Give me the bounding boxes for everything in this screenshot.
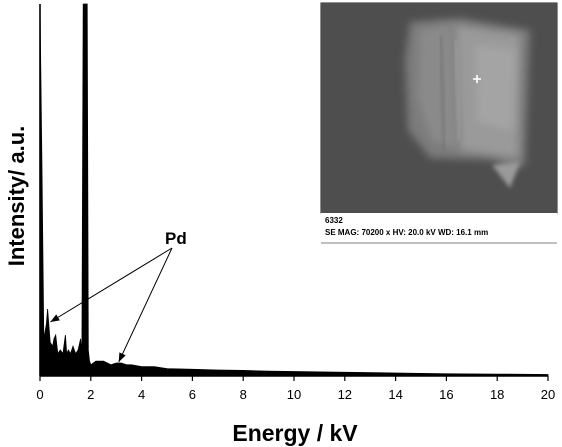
plot-area: 0 2 4 6 8 10 12 14 16 18 20 [36, 3, 555, 402]
sample-id: 6332 [325, 216, 343, 225]
x-tick-label: 8 [240, 387, 247, 402]
x-axis-title: Energy / kV [232, 420, 358, 446]
spectrum-series [39, 3, 549, 377]
pd-arrow-right [118, 247, 173, 363]
pd-label: Pd [165, 229, 187, 248]
crystal-image [405, 18, 530, 188]
x-tick-label: 16 [439, 387, 453, 402]
x-tick-label: 12 [338, 387, 352, 402]
x-tick-label: 20 [541, 387, 555, 402]
x-tick-label: 10 [287, 387, 301, 402]
pd-arrowhead-right [118, 352, 126, 362]
x-tick-label: 0 [36, 387, 43, 402]
pd-arrowhead-left [50, 314, 60, 322]
crosshair-marker [473, 75, 481, 83]
sem-inset: 6332 SE MAG: 70200 x HV: 20.0 kV WD: 16.… [320, 2, 558, 244]
x-tick-label: 2 [87, 387, 94, 402]
x-ticks: 0 2 4 6 8 10 12 14 16 18 20 [36, 376, 555, 402]
x-tick-label: 18 [490, 387, 504, 402]
pd-arrow-left [50, 247, 173, 323]
pd-annotation: Pd [50, 229, 187, 363]
y-axis-title: Intensity/ a.u. [4, 126, 29, 267]
x-tick-label: 6 [189, 387, 196, 402]
sem-caption: SE MAG: 70200 x HV: 20.0 kV WD: 16.1 mm [325, 228, 488, 237]
x-tick-label: 4 [138, 387, 145, 402]
x-tick-label: 14 [388, 387, 402, 402]
